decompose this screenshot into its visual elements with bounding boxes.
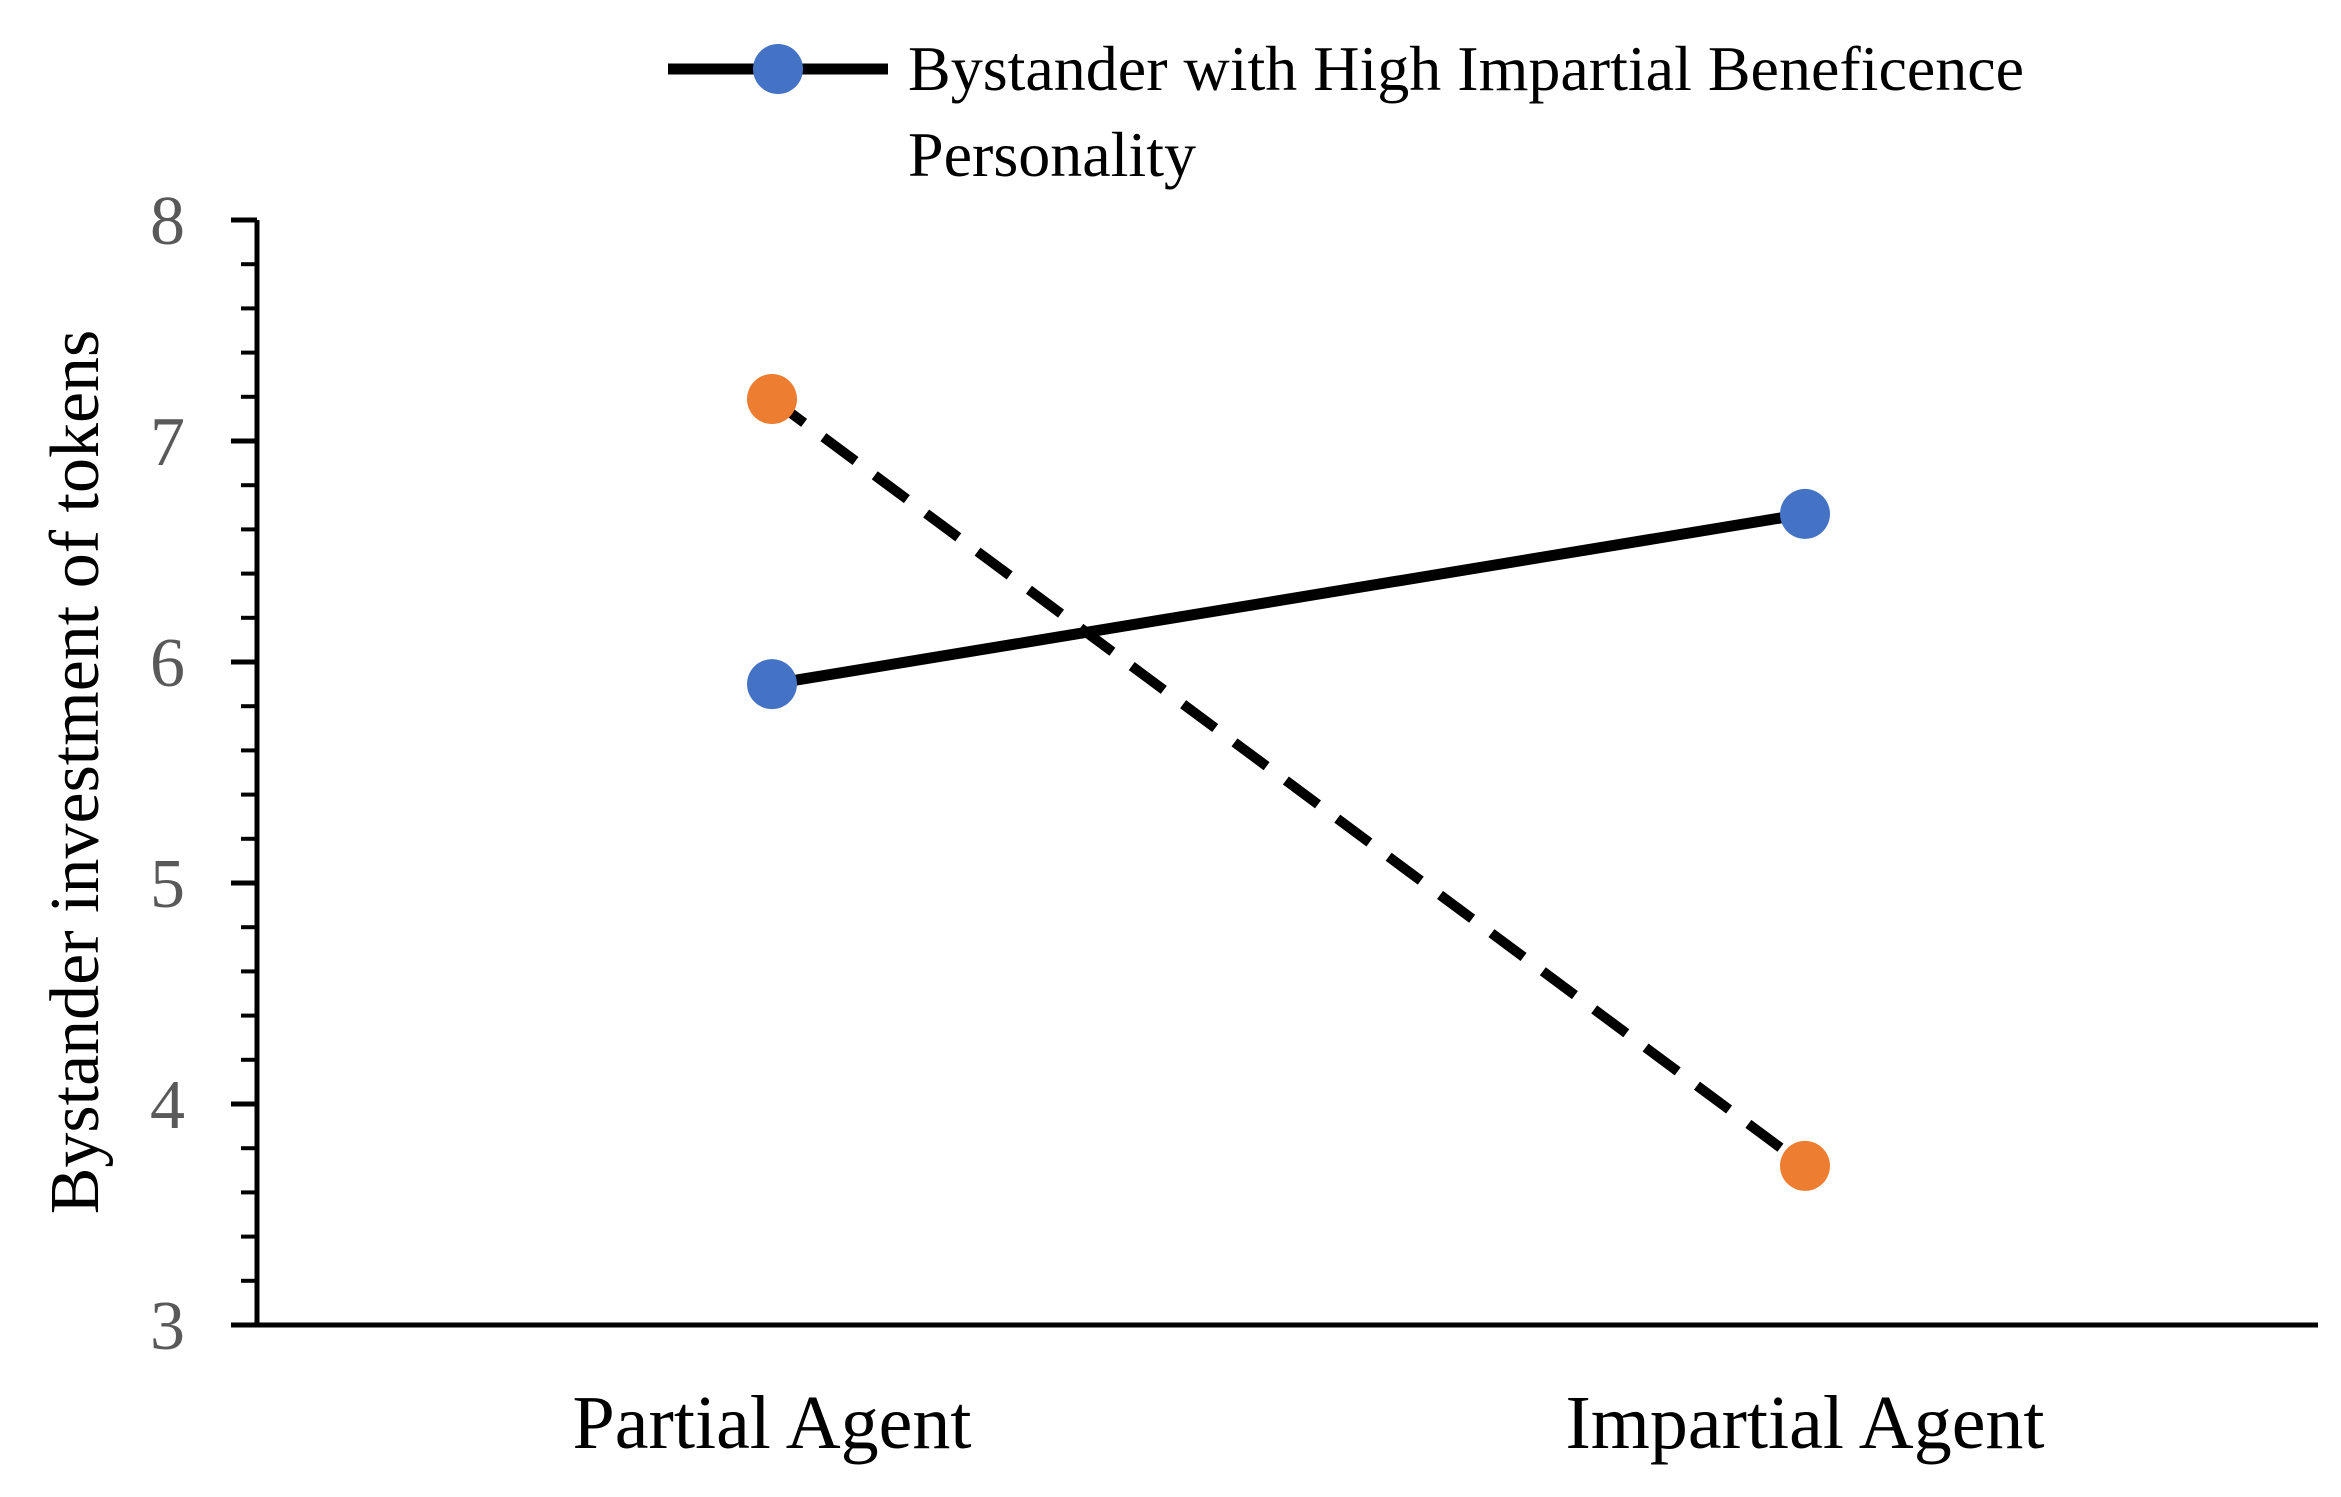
data-point: [1780, 1140, 1830, 1191]
y-tick-label: 7: [150, 404, 185, 481]
data-point: [747, 659, 797, 710]
y-axis-title: Bystander investment of tokens: [37, 330, 114, 1215]
y-tick-label: 6: [150, 625, 185, 702]
series-2: [747, 374, 1830, 1191]
y-tick-label: 4: [150, 1067, 185, 1144]
x-category-label: Impartial Agent: [1565, 1381, 2044, 1465]
legend-marker: [753, 44, 803, 94]
axes: 3 4 5 6 7 8 Partial Agent Impartial Agent: [150, 183, 2318, 1465]
legend-entry-label-line-2: Personality: [908, 119, 1196, 190]
series-line: [769, 394, 1808, 1170]
legend: Bystander with High Impartial Beneficenc…: [668, 33, 2024, 190]
y-tick-label: 8: [150, 183, 185, 260]
data-point: [747, 374, 797, 425]
x-category-label: Partial Agent: [573, 1381, 972, 1465]
series-1: [747, 488, 1830, 710]
y-tick-label: 5: [150, 846, 185, 923]
legend-entry-label-line-1: Bystander with High Impartial Beneficenc…: [908, 33, 2024, 104]
y-tick-label: 3: [150, 1288, 185, 1365]
series-line: [771, 508, 1806, 690]
data-point: [1780, 488, 1830, 539]
series-layer: [747, 374, 1830, 1191]
